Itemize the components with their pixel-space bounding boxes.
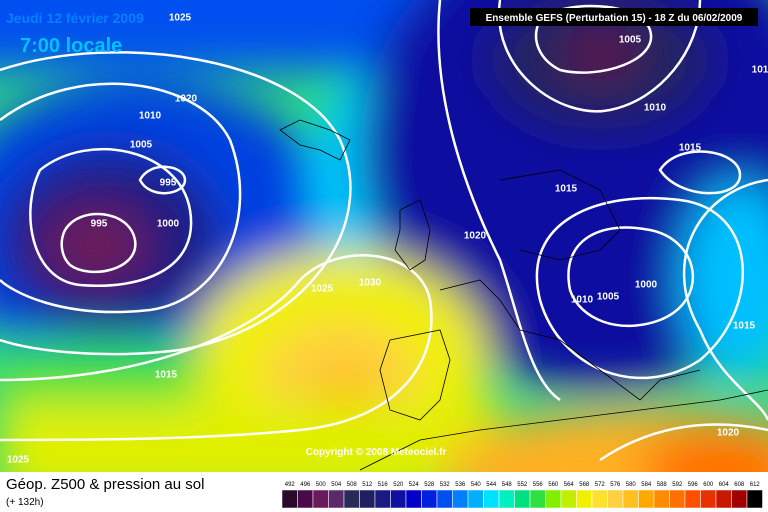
- scale-label: 600: [703, 482, 714, 488]
- isobars: [0, 0, 768, 462]
- scale-swatch: [343, 489, 360, 509]
- scale-label: 552: [517, 482, 528, 488]
- isobar-label: 1020: [175, 94, 198, 105]
- scale-swatch: [514, 489, 531, 509]
- scale-swatch: [452, 489, 469, 509]
- scale-label: 612: [750, 482, 761, 488]
- scale-swatch: [545, 489, 562, 509]
- isobar-label: 1025: [311, 284, 334, 295]
- isobar-label: 995: [160, 178, 177, 189]
- scale-label: 604: [719, 482, 730, 488]
- scale-swatch: [576, 489, 593, 509]
- scale-swatch: [638, 489, 655, 509]
- date: Jeudi 12 février 2009: [6, 10, 144, 26]
- isobar-label: 995: [91, 219, 108, 230]
- scale-swatch: [607, 489, 624, 509]
- scale-swatch: [421, 489, 438, 509]
- isobar-label: 1030: [359, 278, 382, 289]
- scale-swatch: [731, 489, 748, 509]
- isobar-label: 1000: [635, 280, 658, 291]
- scale-label: 560: [548, 482, 559, 488]
- copyright: Copyright © 2008 Meteociel.fr: [306, 447, 447, 458]
- isobar-label: 1015: [555, 184, 578, 195]
- scale-label: 564: [564, 482, 575, 488]
- isobar-label: 101: [752, 65, 768, 76]
- scale-swatch: [622, 489, 639, 509]
- isobar-label: 1020: [717, 428, 740, 439]
- scale-label: 608: [734, 482, 745, 488]
- scale-swatch: [746, 489, 763, 509]
- scale-swatch: [700, 489, 717, 509]
- scale-swatch: [297, 489, 314, 509]
- isobar-label: 1010: [644, 103, 667, 114]
- scale-swatch: [436, 489, 453, 509]
- scale-label: 568: [579, 482, 590, 488]
- scale-swatch: [359, 489, 376, 509]
- isobar-label: 1015: [679, 143, 702, 154]
- scale-label: 584: [641, 482, 652, 488]
- footer-lead: (+ 132h): [6, 497, 44, 508]
- isobar-label: 1025: [169, 13, 192, 24]
- scale-label: 524: [409, 482, 420, 488]
- run-box: [470, 8, 758, 26]
- scale-swatch: [591, 489, 608, 509]
- coastlines: [279, 119, 768, 471]
- scale-swatch: [374, 489, 391, 509]
- scale-swatch: [328, 489, 345, 509]
- scale-label: 492: [285, 482, 296, 488]
- isobar-label: 1025: [7, 455, 30, 466]
- isobar-label: 1015: [155, 370, 178, 381]
- scale-swatch: [498, 489, 515, 509]
- scale-label: 548: [502, 482, 513, 488]
- isobar-label: 1010: [139, 111, 162, 122]
- scale-swatch: [483, 489, 500, 509]
- scale-swatch: [312, 489, 329, 509]
- isobar-label: 1005: [619, 35, 642, 46]
- scale-label: 556: [533, 482, 544, 488]
- time: 7:00 locale: [20, 35, 122, 57]
- scale-swatch: [560, 489, 577, 509]
- isobar-label: 1005: [597, 292, 620, 303]
- scale-swatch: [405, 489, 422, 509]
- scale-label: 528: [424, 482, 435, 488]
- scale-label: 532: [440, 482, 451, 488]
- scale-label: 596: [688, 482, 699, 488]
- scale-label: 588: [657, 482, 668, 488]
- scale-label: 544: [486, 482, 497, 488]
- scale-swatch: [529, 489, 546, 509]
- footer-title: Géop. Z500 & pression au sol: [6, 476, 204, 493]
- isobar-label: 1005: [130, 140, 153, 151]
- scale-label: 572: [595, 482, 606, 488]
- scale-label: 496: [300, 482, 311, 488]
- scale-label: 520: [393, 482, 404, 488]
- scale-label: 592: [672, 482, 683, 488]
- scale-label: 504: [331, 482, 342, 488]
- scale-label: 576: [610, 482, 621, 488]
- scale-swatch: [684, 489, 701, 509]
- scale-label: 512: [362, 482, 373, 488]
- scale-label: 580: [626, 482, 637, 488]
- scale-label: 500: [316, 482, 327, 488]
- isobar-label: 1015: [733, 321, 756, 332]
- scale-swatch: [653, 489, 670, 509]
- scale-label: 508: [347, 482, 358, 488]
- scale-label: 516: [378, 482, 389, 488]
- isobar-label: 1000: [157, 219, 180, 230]
- isobar-label: 1020: [464, 231, 487, 242]
- scale-swatch: [669, 489, 686, 509]
- run-info: Ensemble GEFS (Perturbation 15) - 18 Z d…: [486, 13, 743, 24]
- scale-label: 536: [455, 482, 466, 488]
- scale-swatch: [281, 489, 298, 509]
- scale-swatch: [390, 489, 407, 509]
- scale-label: 540: [471, 482, 482, 488]
- isobar-label: 1010: [571, 295, 594, 306]
- scale-swatch: [467, 489, 484, 509]
- scale-swatch: [715, 489, 732, 509]
